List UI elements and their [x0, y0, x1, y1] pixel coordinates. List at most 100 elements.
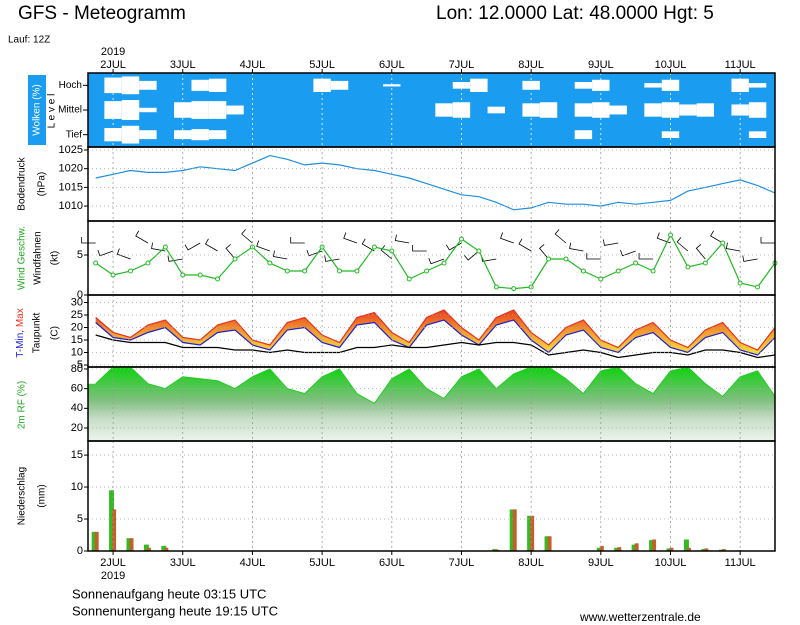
cloud-cell: [104, 77, 122, 94]
wind-barb: [81, 237, 96, 244]
bar: [666, 548, 672, 551]
sunrise: Sonnenaufgang heute 03:15 UTC: [72, 586, 266, 601]
y-label: Windfahnen: [33, 231, 44, 284]
wind-barb: [428, 258, 445, 265]
x-tick-label: 11JUL: [725, 59, 756, 71]
cloud-cell: [696, 103, 715, 117]
wind-point: [755, 284, 761, 290]
x-tick-label: 11JUL: [725, 557, 756, 569]
bar: [143, 544, 149, 551]
wind-barb: [361, 238, 375, 252]
location: Lon: 12.0000 Lat: 48.0000 Hgt: 5: [436, 3, 714, 24]
wind-point: [685, 264, 691, 270]
y-label: Niederschlag: [17, 467, 28, 525]
line: [95, 233, 776, 290]
bar: [634, 543, 639, 551]
cloud-cell: [191, 101, 209, 119]
x-tick-label: 4JUL: [240, 59, 266, 71]
title: GFS - Meteogramm: [18, 3, 186, 24]
y-tick-label: 5: [77, 249, 83, 261]
level-label: L e v e l: [47, 94, 58, 129]
bar: [617, 547, 622, 551]
y-tick-label: 10: [71, 481, 83, 493]
temp-band: [95, 310, 775, 355]
humidity-area: [88, 367, 775, 441]
panel-frame: [87, 220, 776, 296]
wind-point: [232, 256, 238, 262]
level-label: Hoch: [59, 80, 82, 91]
cloud-cell: [208, 130, 227, 140]
x-tick-label: 6JUL: [379, 59, 405, 71]
cloud-cell: [139, 107, 157, 113]
x-tick-label: 9JUL: [588, 59, 614, 71]
wind-point: [511, 286, 517, 292]
y-tick-label: 1010: [59, 200, 83, 212]
bar: [596, 547, 602, 551]
x-tick-label: 5JUL: [309, 557, 335, 569]
panel-frame: [87, 146, 776, 222]
wind-barb: [620, 250, 636, 257]
cloud-cell: [139, 130, 157, 140]
wind-barb: [554, 229, 567, 244]
bar: [683, 539, 689, 551]
x-tick-label: 10JUL: [655, 557, 687, 569]
wind-barb: [695, 244, 706, 260]
cloud-cell: [661, 79, 680, 91]
cloud-cell: [574, 103, 593, 117]
wind-point: [406, 276, 412, 282]
wind-barb: [241, 229, 253, 244]
cloud-cell: [452, 82, 471, 89]
wind-point: [441, 260, 447, 266]
x-tick-label: 8JUL: [518, 59, 544, 71]
cloud-cell: [731, 78, 749, 92]
year: 2019: [101, 46, 125, 58]
wind-barb: [760, 237, 775, 244]
level-label: Mittel: [58, 105, 82, 116]
x-tick-label: 3JUL: [170, 59, 196, 71]
y-tick-label: 5: [77, 359, 83, 371]
wind-barb: [97, 250, 114, 257]
cloud-cell: [470, 78, 488, 92]
wind-point: [563, 256, 569, 262]
cloud-cell: [121, 76, 140, 95]
bar: [669, 547, 674, 551]
y-tick-label: 0: [77, 545, 83, 557]
line: [95, 334, 776, 359]
wind-point: [493, 284, 499, 290]
bar: [492, 549, 498, 551]
x-tick-label: 7JUL: [449, 59, 475, 71]
x-tick-label: 7JUL: [449, 557, 475, 569]
wind-barb: [151, 242, 166, 252]
cloud-cell: [644, 83, 662, 88]
bar: [129, 538, 134, 551]
wind-barb: [116, 248, 131, 260]
wind-barb: [586, 253, 601, 260]
x-tick-label: 8JUL: [518, 557, 544, 569]
bar: [94, 531, 99, 551]
wind-barb: [204, 238, 218, 252]
bar: [631, 544, 637, 551]
line: [95, 319, 776, 356]
wind-point: [702, 260, 708, 266]
bar: [721, 549, 726, 551]
bar: [547, 536, 552, 551]
cloud-cell: [574, 130, 593, 140]
level-label: Tief: [66, 129, 83, 140]
wind-barb: [273, 250, 288, 260]
legend: T-Min, Max: [15, 308, 26, 357]
cloud-cell: [435, 103, 453, 117]
cloud-cell: [748, 102, 767, 118]
y-unit: (mm): [37, 484, 48, 507]
x-tick-label: 9JUL: [588, 557, 614, 569]
wind-barb: [656, 232, 671, 244]
wind-barb: [184, 242, 201, 251]
wind-barb: [518, 238, 532, 252]
cloud-cell: [208, 101, 227, 119]
cloud-cell: [522, 80, 540, 90]
wind-point: [720, 240, 726, 246]
x-tick-label: 4JUL: [240, 557, 266, 569]
bar: [530, 515, 535, 551]
cloud-cell: [644, 103, 662, 117]
bar: [527, 515, 533, 551]
wind-point: [128, 268, 134, 274]
